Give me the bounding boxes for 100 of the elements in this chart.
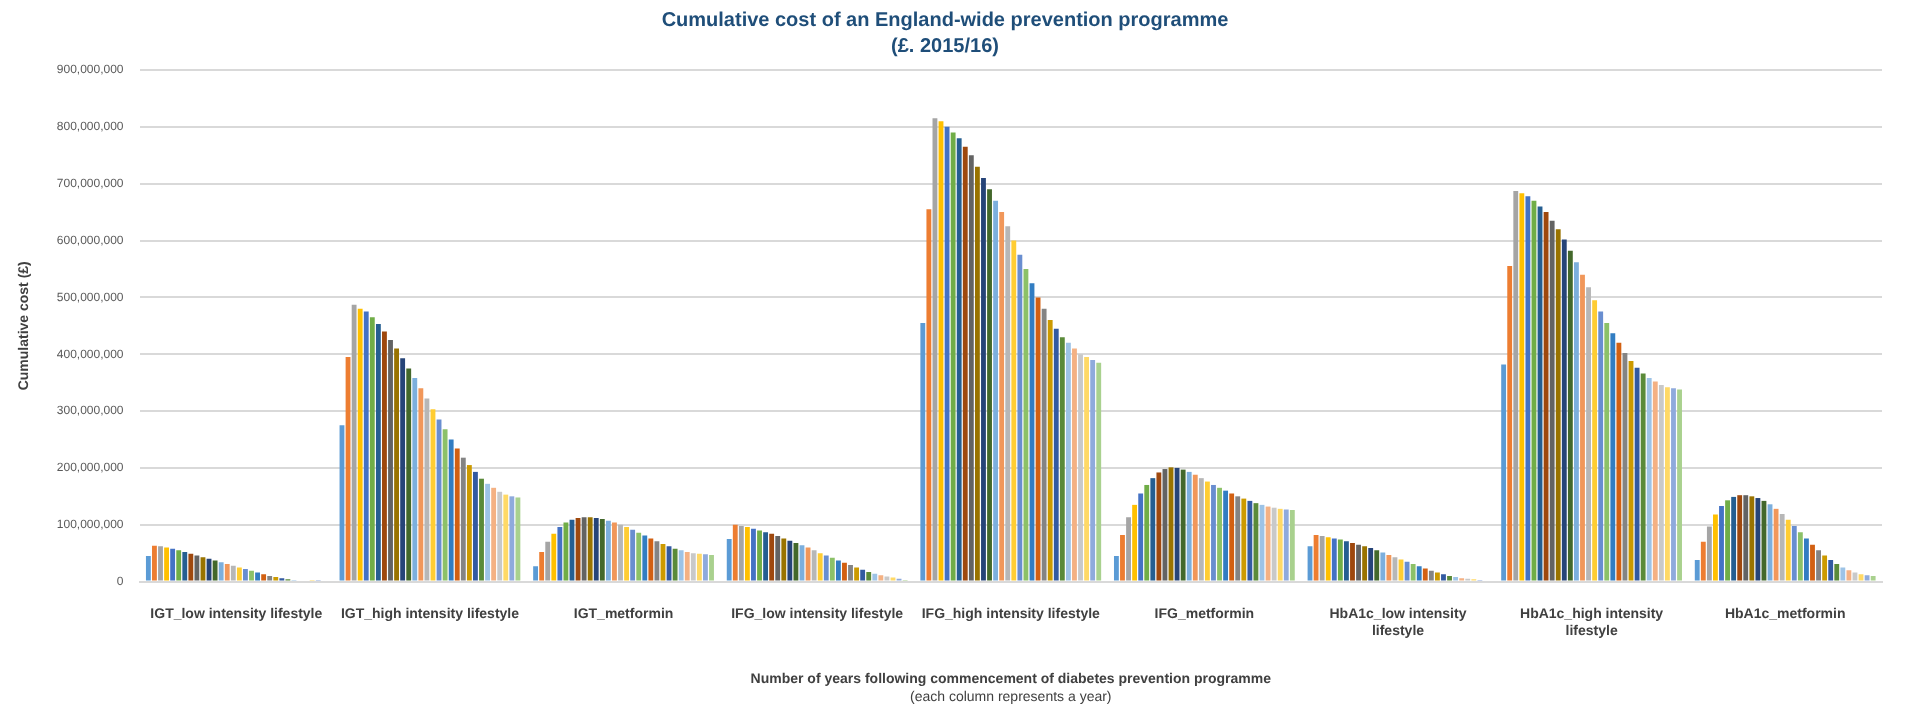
bar: [1144, 484, 1150, 581]
bar: [593, 517, 599, 581]
bar: [950, 132, 956, 581]
bar: [158, 546, 163, 581]
bar: [1706, 526, 1712, 581]
bar: [1211, 484, 1216, 581]
bar: [442, 429, 448, 581]
bar: [1017, 254, 1023, 581]
bar: [1283, 509, 1289, 581]
bar: [1271, 507, 1277, 581]
bar: [164, 547, 169, 581]
bar: [1362, 546, 1368, 581]
bar: [1441, 574, 1446, 581]
bar: [854, 567, 860, 581]
bar: [388, 340, 393, 581]
bar: [1725, 500, 1730, 581]
bar: [1779, 513, 1785, 581]
bar: [1507, 266, 1513, 581]
bar: [1592, 300, 1598, 581]
bar: [152, 545, 157, 581]
bar: [170, 548, 176, 581]
bar: [424, 398, 430, 581]
bar: [1313, 534, 1319, 581]
chart-subtitle: (£. 2015/16): [891, 35, 999, 58]
bar: [1277, 508, 1283, 581]
bar: [357, 308, 363, 581]
bar: [1743, 495, 1749, 581]
bar: [1404, 561, 1410, 581]
bar: [1598, 311, 1604, 581]
bar: [363, 311, 369, 581]
bar: [751, 528, 756, 581]
bar: [1785, 519, 1791, 581]
bar: [648, 538, 654, 581]
bar: [1755, 498, 1761, 581]
bar: [533, 566, 539, 581]
bar: [1519, 193, 1525, 581]
bar: [1343, 541, 1349, 581]
bar: [1561, 239, 1567, 581]
bar: [249, 570, 254, 581]
bar: [1447, 575, 1452, 581]
bar: [696, 553, 702, 581]
bar: [1416, 566, 1422, 581]
bar: [860, 569, 866, 581]
bar: [1078, 354, 1083, 581]
bar: [587, 517, 593, 581]
bar: [218, 562, 224, 581]
bar: [1640, 373, 1646, 581]
bar: [1041, 308, 1047, 581]
bar: [1822, 555, 1828, 581]
bar: [1090, 359, 1096, 581]
bar: [1791, 525, 1797, 581]
bar: [418, 388, 424, 581]
bar: [1586, 287, 1591, 581]
bar: [375, 324, 381, 581]
bar: [497, 491, 503, 581]
bar: [757, 530, 762, 581]
bar: [485, 483, 490, 581]
bar: [848, 565, 853, 581]
bar: [1773, 508, 1779, 581]
bar: [672, 548, 678, 581]
bar: [618, 524, 623, 581]
bar: [981, 178, 986, 581]
bar: [1428, 570, 1434, 581]
bar: [394, 348, 400, 581]
bar: [781, 538, 787, 581]
bar: [1410, 563, 1416, 581]
bar: [811, 550, 817, 581]
bar: [557, 527, 563, 581]
bar: [1084, 357, 1090, 581]
bar: [1501, 364, 1507, 581]
bar: [1804, 538, 1809, 581]
bar: [974, 166, 980, 581]
bar: [1059, 337, 1065, 581]
bar: [703, 554, 708, 581]
bar: [1846, 570, 1852, 581]
bar: [1096, 362, 1102, 581]
bar: [817, 553, 823, 581]
bar: [1694, 560, 1700, 581]
bar: [369, 317, 375, 581]
bar: [636, 532, 642, 581]
bar: [738, 525, 744, 581]
bar: [642, 535, 648, 581]
bar: [1047, 320, 1053, 581]
bar: [224, 563, 230, 581]
bar: [775, 536, 781, 581]
bar: [1834, 563, 1840, 581]
bar: [581, 517, 587, 581]
bar: [454, 448, 460, 581]
bar: [1192, 474, 1198, 581]
bar: [1126, 517, 1131, 581]
bar: [545, 541, 551, 581]
bar: [1737, 495, 1743, 581]
bar: [1325, 537, 1331, 581]
bar: [194, 555, 200, 581]
bar: [400, 358, 406, 581]
bar: [726, 538, 732, 581]
bar: [1235, 496, 1241, 581]
bar: [473, 471, 478, 581]
bar: [690, 553, 696, 581]
bar: [503, 494, 509, 581]
